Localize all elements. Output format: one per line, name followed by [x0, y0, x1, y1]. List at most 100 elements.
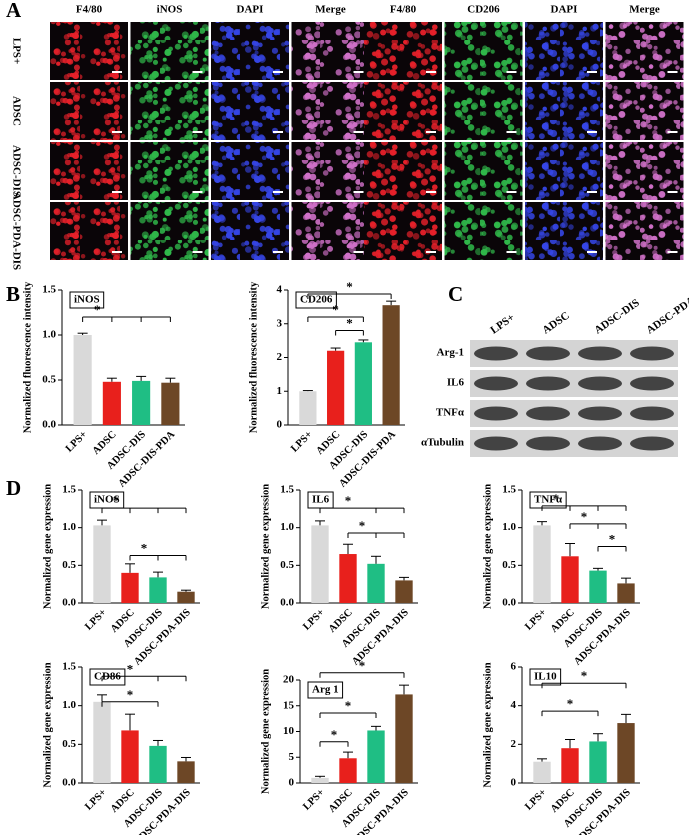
column-header: DAPI	[237, 4, 264, 16]
bar	[121, 572, 139, 603]
protein-label: αTubulin	[421, 437, 464, 449]
y-tick-label: 1.5	[502, 484, 516, 496]
title-box	[529, 491, 567, 509]
lane-label: LPS+	[488, 312, 517, 337]
y-tick-label: 10	[283, 725, 295, 737]
significance: *	[332, 302, 339, 317]
y-tick-label: 20	[283, 674, 295, 686]
bar	[339, 554, 357, 603]
micrograph	[211, 202, 289, 260]
y-tick-label: 1.5	[62, 484, 76, 496]
significance: *	[127, 687, 134, 702]
row-label: LPS+	[10, 38, 22, 64]
bar	[533, 761, 551, 783]
column-header: Merge	[315, 4, 346, 16]
bar	[93, 701, 111, 783]
bar	[339, 758, 357, 783]
micrograph	[605, 202, 684, 260]
column-header: F4/80	[390, 4, 417, 16]
y-tick-label: 0.0	[42, 419, 56, 431]
x-tick-label: LPS+	[523, 787, 549, 813]
y-tick-label: 1.0	[280, 521, 294, 533]
x-tick-label: LPS+	[523, 607, 549, 633]
significance: *	[609, 531, 616, 546]
x-tick-label: ADSC-DIS-PDA	[117, 429, 178, 490]
y-tick-label: 1.0	[502, 521, 516, 533]
significance: *	[94, 302, 101, 317]
y-axis-label: Normalized fluorescence intensity	[22, 281, 33, 433]
blot-band	[578, 346, 622, 361]
column-header: iNOS	[157, 4, 183, 16]
bar	[367, 563, 385, 603]
y-tick-label: 15	[283, 699, 295, 711]
blot-band	[474, 376, 518, 391]
y-tick-label: 0.0	[502, 597, 516, 609]
bar	[177, 591, 195, 603]
chart-title: iNOS	[74, 294, 100, 306]
micrograph	[291, 202, 370, 260]
y-tick-label: 5	[289, 751, 295, 763]
protein-label: IL6	[447, 377, 465, 389]
bar	[73, 335, 92, 425]
micrograph	[50, 82, 128, 140]
micrograph	[50, 142, 128, 200]
bar	[102, 381, 121, 425]
micrograph	[130, 142, 209, 200]
x-tick-label: ADSC	[91, 429, 119, 457]
y-axis-label: Normalized gene expression	[482, 484, 493, 609]
y-tick-label: 1.0	[62, 521, 76, 533]
micrograph	[50, 202, 128, 260]
y-tick-label: 4	[511, 699, 517, 711]
y-tick-label: 1	[277, 385, 283, 397]
y-tick-label: 1.5	[62, 661, 76, 673]
x-tick-label: LPS+	[301, 787, 327, 813]
y-tick-label: 0.5	[62, 738, 76, 750]
micrograph	[444, 82, 523, 140]
bar	[149, 745, 167, 783]
column-header: DAPI	[551, 4, 578, 16]
micrograph	[130, 202, 209, 260]
y-tick-label: 2	[511, 738, 517, 750]
title-box	[89, 668, 126, 686]
y-tick-label: 4	[277, 284, 283, 296]
column-header: F4/80	[76, 4, 103, 16]
bar	[382, 305, 400, 425]
panel-label: A	[6, 0, 22, 22]
chart-title: Arg 1	[312, 684, 339, 696]
micrograph	[291, 142, 370, 200]
blot-band	[474, 346, 518, 361]
significance: *	[581, 668, 588, 683]
panel-label: D	[6, 476, 21, 500]
bar	[395, 694, 413, 783]
bar	[354, 342, 372, 425]
title-box	[307, 681, 344, 699]
micrograph	[364, 22, 442, 80]
bar	[617, 583, 635, 603]
significance: *	[331, 727, 338, 742]
bar	[177, 761, 195, 783]
significance: *	[359, 518, 366, 533]
row-label: ADSC-DIS	[10, 145, 22, 197]
micrograph	[291, 82, 370, 140]
column-header: CD206	[467, 4, 500, 16]
blot-band	[630, 346, 674, 361]
micrograph	[364, 142, 442, 200]
bar	[589, 741, 607, 783]
significance: *	[141, 541, 148, 556]
bar	[93, 525, 111, 603]
micrograph	[444, 22, 523, 80]
lane-label: ADSC-PDA-DIS	[644, 282, 689, 337]
blot-band	[474, 406, 518, 421]
y-tick-label: 0.0	[280, 597, 294, 609]
chart-title: iNOS	[94, 494, 120, 506]
y-axis-label: Normalized fluorescence intensity	[248, 281, 259, 433]
bar	[367, 730, 385, 783]
y-tick-label: 0	[289, 777, 295, 789]
significance: *	[553, 491, 560, 506]
blot-band	[526, 376, 570, 391]
significance: *	[345, 493, 352, 508]
bar	[149, 577, 167, 603]
y-tick-label: 0.5	[280, 559, 294, 571]
significance: *	[359, 658, 366, 673]
y-axis-label: Normalized gene expression	[260, 669, 271, 794]
